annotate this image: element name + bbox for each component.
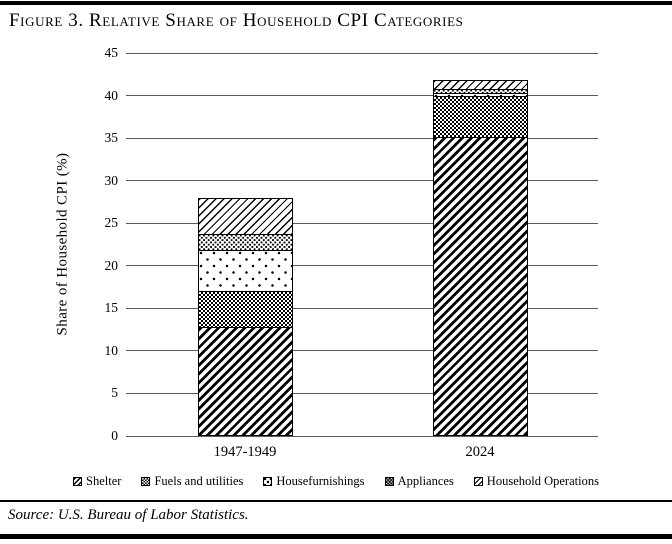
bar-segment-housefurnishings [198,250,292,291]
bar-2024 [432,80,528,436]
gridline-5 [126,392,598,394]
gridline-15 [126,307,598,309]
legend-label: Housefurnishings [276,474,365,488]
plot-area [126,52,598,437]
chart-title: Figure 3. Relative Share of Household CP… [9,10,464,31]
legend-item-housefurnishings: Housefurnishings [263,474,365,489]
bar-segment-appliances [198,233,292,251]
y-axis-label: Share of Household CPI (%) [54,152,71,336]
legend-label: Appliances [397,474,454,488]
legend-label: Household Operations [486,474,599,488]
y-tick-label-25: 25 [104,215,119,231]
legend-swatch-diag-light-icon [473,477,483,486]
legend-swatch-dots-dense-icon [384,477,394,486]
y-tick-label-5: 5 [111,385,118,401]
y-tick-label-10: 10 [104,342,119,358]
legend-label: Fuels and utilities [154,474,244,488]
gridline-45 [126,52,598,54]
legend-item-fuels-and-utilities: Fuels and utilities [141,474,243,489]
bar-segment-shelter [433,136,527,435]
y-tick-label-0: 0 [111,428,118,443]
gridline-0 [126,435,598,437]
y-tick-label-40: 40 [104,87,119,103]
y-tick-label-30: 30 [104,172,119,188]
bar-segment-shelter [198,327,292,435]
x-tick-label-2024: 2024 [465,444,495,460]
legend-item-shelter: Shelter [73,474,121,489]
bar-segment-appliances [433,89,527,93]
bar-segment-fuels-and-utilities [433,96,527,137]
legend-item-household-operations: Household Operations [473,474,599,489]
bottom-border-rule [0,534,672,539]
bar-segment-household-operations [198,199,292,234]
gridline-30 [126,180,598,182]
legend-label: Shelter [86,474,122,488]
gridline-40 [126,95,598,97]
source-divider-rule [0,500,672,502]
y-tick-label-45: 45 [104,45,119,60]
source-note: Source: U.S. Bureau of Labor Statistics. [8,507,249,523]
x-tick-label-1947-1949: 1947-1949 [213,444,277,460]
y-tick-label-35: 35 [104,130,119,146]
bar-segment-household-operations [433,81,527,90]
legend-item-appliances: Appliances [384,474,454,489]
bar-segment-housefurnishings [433,92,527,97]
top-border-rule [0,1,672,5]
y-tick-label-20: 20 [104,257,119,273]
legend-swatch-diag-heavy-icon [73,477,83,486]
y-tick-label-15: 15 [104,300,119,316]
gridline-20 [126,265,598,267]
gridline-10 [126,350,598,352]
bar-segment-fuels-and-utilities [198,290,292,328]
bar-1947-1949 [197,198,293,436]
gridline-25 [126,222,598,224]
gridline-35 [126,137,598,139]
legend-swatch-checker-icon [141,477,151,486]
chart-legend: Shelter Fuels and utilities Housefurnishin… [0,474,672,489]
legend-swatch-dots-sparse-icon [263,477,273,486]
